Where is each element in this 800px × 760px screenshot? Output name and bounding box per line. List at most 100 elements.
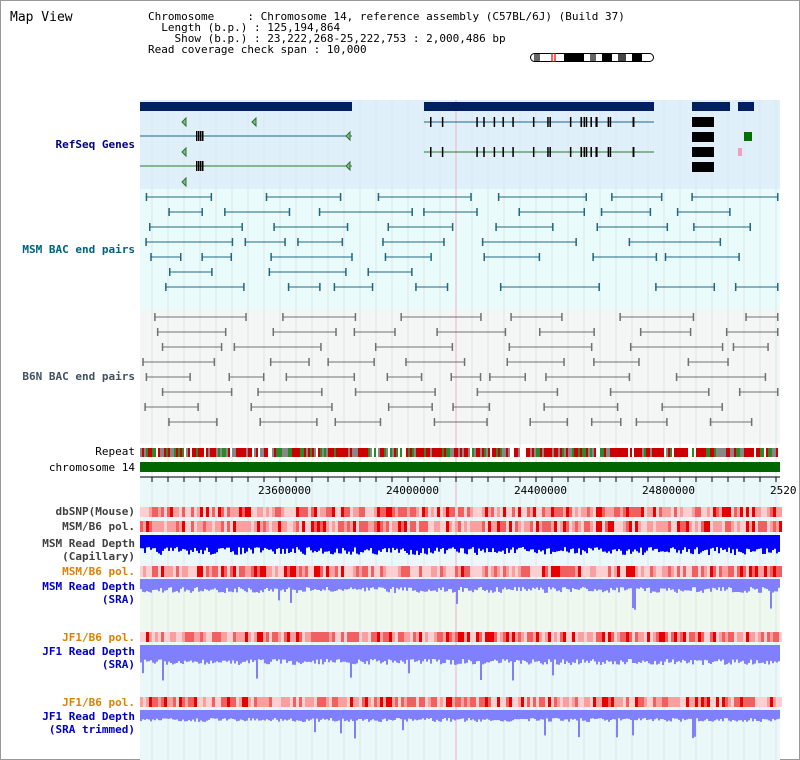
jf1-depth-sra-bar [496, 645, 498, 661]
b6n-bac-pair-end [777, 313, 779, 321]
msm-depth-capillary-bar [276, 535, 278, 549]
msm-depth-sra-bar [504, 579, 506, 588]
dbsnp-strip [314, 507, 317, 517]
jf1-b6-pol-strip [701, 632, 704, 642]
jf1-depth-trim-label[interactable]: JF1 Read Depth [42, 710, 135, 723]
refseq-genes-label[interactable]: RefSeq Genes [55, 138, 135, 151]
dbsnp-strip [410, 507, 413, 517]
b6n-bac-pair-end [230, 388, 233, 396]
exon [632, 117, 635, 127]
repeat-mark [644, 448, 646, 457]
msm-depth-sra-label[interactable]: MSM Read Depth [42, 580, 135, 593]
b6n-bac-pair-end [506, 358, 509, 366]
msm-b6-pol-sra-strip [539, 566, 542, 577]
jf1-b6-pol-strip [506, 632, 509, 642]
msm-depth-capillary-bar [264, 535, 266, 548]
jf1-depth-trim-bar [194, 710, 196, 722]
msm-depth-capillary-bar [558, 535, 560, 552]
msm-depth-sra-bar [430, 579, 432, 591]
repeat-mark [248, 448, 250, 457]
msm-b6-pol-sra-label[interactable]: MSM/B6 pol. [62, 565, 135, 578]
dbsnp-strip [776, 507, 779, 517]
msm-depth-capillary-bar [570, 535, 572, 550]
b6n-bac-pair-end [566, 418, 569, 426]
msm-b6-pol-sra-strip [383, 566, 386, 577]
msm-depth-sra-bar [244, 579, 246, 592]
jf1-depth-trim-bar [400, 710, 402, 720]
b6n-bac-pair-end [675, 373, 678, 381]
jf1-b6-pol-trim-label[interactable]: JF1/B6 pol. [62, 696, 135, 709]
msm-b6-pol-sra-strip [341, 566, 344, 577]
jf1-b6-pol-strip [191, 632, 194, 642]
jf1-depth-trim-bar [600, 710, 602, 719]
jf1-depth-sra-bar [620, 645, 622, 661]
jf1-b6-pol-strip [278, 632, 281, 642]
dbsnp-strip [476, 507, 479, 517]
jf1-depth-trim-bar [254, 710, 256, 721]
msm-depth-capillary-bar [552, 535, 554, 552]
msm-depth-capillary-bar [502, 535, 504, 551]
jf1-depth-trim-bar [702, 710, 704, 722]
jf1-b6-pol-trim-strip [203, 697, 206, 707]
msm-b6-pol-sra-strip [176, 566, 179, 577]
msm-b6-pol-sra-strip [515, 566, 518, 577]
msm-b6-pol-sra-strip [707, 566, 710, 577]
msm-depth-sra-bar [546, 579, 548, 593]
jf1-depth-sra-bar [322, 645, 324, 665]
dbsnp-strip [335, 507, 338, 517]
dbsnp-strip [533, 507, 536, 517]
jf1-depth-sra-bar [294, 645, 296, 665]
jf1-b6-pol-trim-strip [524, 697, 527, 707]
msm-b6-pol-label[interactable]: MSM/B6 pol. [62, 520, 135, 533]
msm-b6-pol-sra-strip [263, 566, 266, 577]
msm-depth-sra-bar [638, 579, 640, 589]
msm-depth-capillary-bar [606, 535, 608, 553]
msm-b6-pol-strip [776, 521, 779, 532]
jf1-depth-trim-bar [276, 710, 278, 720]
b6n-bac-label[interactable]: B6N BAC end pairs [22, 370, 135, 383]
msm-depth-sra-bar [400, 579, 402, 588]
repeat-mark [164, 448, 166, 457]
b6n-bac-pair-end [335, 328, 337, 336]
jf1-depth-sra-bar [596, 645, 598, 665]
jf1-depth-trim-bar [510, 710, 512, 722]
dbsnp-label[interactable]: dbSNP(Mouse) [55, 505, 135, 518]
msm-b6-pol-sra-strip [683, 566, 686, 577]
msm-b6-pol-sra-strip [230, 566, 233, 577]
msm-depth-capillary-label[interactable]: MSM Read Depth [42, 537, 135, 550]
exon [200, 131, 202, 141]
msm-depth-sra-bar [652, 579, 654, 592]
jf1-depth-trim-bar [500, 710, 502, 722]
msm-depth-capillary-bar [208, 535, 210, 552]
msm-b6-pol-strip [602, 521, 605, 532]
jf1-depth-trim-bar [776, 710, 778, 720]
msm-bac-label[interactable]: MSM BAC end pairs [22, 243, 135, 256]
dbsnp-strip [548, 507, 551, 517]
chromosome-value: Chromosome 14, reference assembly (C57BL… [260, 10, 625, 23]
jf1-b6-pol-trim-strip [740, 697, 743, 707]
msm-depth-sra-bar [334, 579, 336, 591]
jf1-depth-trim-bar [760, 710, 762, 722]
repeat-mark [308, 448, 310, 457]
msm-depth-sra-bar [622, 579, 624, 588]
exon [569, 147, 572, 157]
jf1-depth-sra-bar [408, 645, 410, 674]
msm-b6-pol-strip [140, 521, 143, 532]
msm-b6-pol-strip [557, 521, 560, 532]
msm-depth-capillary-bar [184, 535, 186, 550]
jf1-b6-pol-label[interactable]: JF1/B6 pol. [62, 631, 135, 644]
jf1-depth-sra-bar [332, 645, 334, 663]
jf1-b6-pol-trim-strip [728, 697, 731, 707]
jf1-b6-pol-trim-strip [215, 697, 218, 707]
jf1-b6-pol-trim-strip [671, 697, 674, 707]
msm-depth-sra-bar [540, 579, 542, 588]
jf1-depth-trim-bar [518, 710, 520, 720]
jf1-b6-pol-trim-strip [482, 697, 485, 707]
jf1-depth-sra-label[interactable]: JF1 Read Depth [42, 645, 135, 658]
b6n-bac-pair-end [353, 373, 356, 381]
chromosome-ideogram[interactable] [530, 53, 654, 62]
msm-depth-sra-bar [552, 579, 554, 588]
msm-depth-capillary-bar [300, 535, 302, 552]
msm-depth-sra-bar [694, 579, 696, 588]
